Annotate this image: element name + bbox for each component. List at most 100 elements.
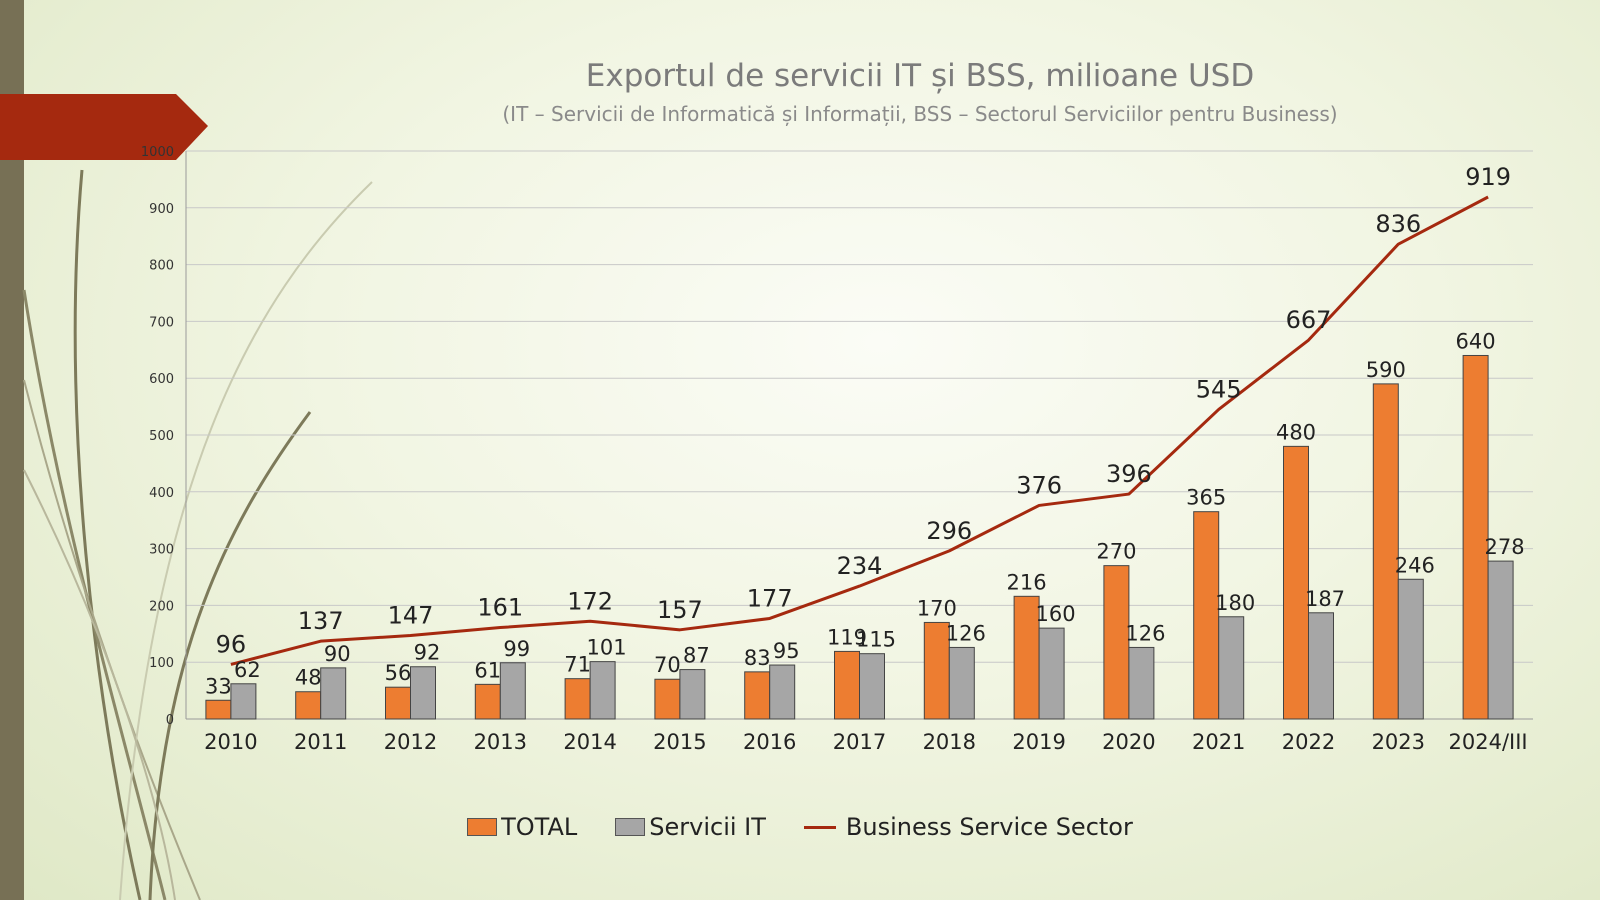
data-label-bss: 96 <box>216 630 247 658</box>
data-label-total: 270 <box>1096 540 1136 564</box>
y-tick-label: 200 <box>149 599 174 614</box>
y-tick-label: 1000 <box>141 145 174 160</box>
data-label-bss: 376 <box>1016 471 1062 499</box>
data-label-bss: 836 <box>1375 210 1421 238</box>
x-tick-label: 2023 <box>1372 730 1425 754</box>
bar-it <box>1308 612 1334 720</box>
data-label-it: 87 <box>683 644 710 668</box>
data-label-bss: 545 <box>1196 375 1242 403</box>
data-label-total: 216 <box>1007 570 1047 594</box>
data-label-it: 101 <box>587 636 627 660</box>
chart-title: Exportul de servicii IT și BSS, milioane… <box>585 58 1255 94</box>
y-tick-label: 700 <box>149 315 174 330</box>
bar-it <box>1487 560 1514 720</box>
bar-it <box>948 646 975 720</box>
bar-it <box>1218 616 1245 720</box>
legend-swatch-total <box>467 818 498 836</box>
data-label-bss: 161 <box>477 594 523 622</box>
x-tick-label: 2012 <box>384 730 437 754</box>
data-label-it: 126 <box>1125 621 1165 645</box>
data-label-bss: 172 <box>567 587 613 615</box>
decorative-curve <box>119 181 373 900</box>
data-label-bss: 177 <box>747 584 793 612</box>
data-label-total: 119 <box>827 625 867 649</box>
bar-total <box>564 678 591 720</box>
data-label-it: 246 <box>1395 553 1435 577</box>
y-tick-label: 600 <box>149 372 174 387</box>
bss-line <box>230 195 1489 666</box>
x-tick-label: 2018 <box>923 730 976 754</box>
y-tick-label: 0 <box>166 713 174 728</box>
y-axis-ticks: 0 100 200 300 400 500 600 700 800 900 1000 <box>141 145 174 728</box>
legend-item-total: TOTAL <box>467 813 577 841</box>
data-label-bss: 919 <box>1465 163 1511 191</box>
decoration <box>0 0 373 900</box>
data-label-bss: 137 <box>298 607 344 635</box>
data-label-it: 90 <box>324 642 351 666</box>
data-label-bss: 234 <box>837 552 883 580</box>
data-label-it: 278 <box>1485 535 1525 559</box>
x-tick-label: 2022 <box>1282 730 1335 754</box>
legend-swatch-it <box>615 818 646 836</box>
data-label-bss: 157 <box>657 596 703 624</box>
data-label-total: 640 <box>1456 329 1496 353</box>
chart-subtitle: (IT – Servicii de Informatică și Informa… <box>502 102 1338 126</box>
left-sidebar-bar <box>0 0 24 900</box>
data-label-it: 92 <box>414 641 441 665</box>
x-tick-label: 2024/III <box>1449 730 1528 754</box>
data-label-it: 62 <box>234 658 261 682</box>
bar-total <box>1283 445 1309 720</box>
data-label-total: 48 <box>295 666 322 690</box>
bar-total <box>474 683 501 720</box>
legend-label-bss: Business Service Sector <box>845 813 1133 841</box>
legend-item-it: Servicii IT <box>615 813 766 841</box>
bar-it <box>679 669 706 720</box>
x-tick-label: 2011 <box>294 730 347 754</box>
decorative-curve <box>73 169 142 900</box>
bar-total <box>1013 595 1040 720</box>
bar-total <box>1193 511 1220 720</box>
bar-it <box>1397 578 1424 720</box>
x-tick-label: 2015 <box>653 730 706 754</box>
data-label-bss: 147 <box>388 602 434 630</box>
y-tick-label: 300 <box>149 543 174 558</box>
data-label-total: 365 <box>1186 486 1226 510</box>
legend-item-bss: Business Service Sector <box>803 813 1133 841</box>
y-tick-label: 100 <box>149 656 174 671</box>
bar-total <box>834 650 860 720</box>
line-series <box>230 195 1489 666</box>
data-label-bss: 667 <box>1286 306 1332 334</box>
data-label-bss: 296 <box>926 517 972 545</box>
bar-total <box>385 686 411 720</box>
data-label-it: 99 <box>503 637 530 661</box>
data-label-total: 71 <box>564 653 591 677</box>
bar-it <box>1128 646 1155 720</box>
legend-label-it: Servicii IT <box>649 813 766 841</box>
bar-it <box>320 667 347 720</box>
data-label-it: 180 <box>1215 591 1255 615</box>
bar-total <box>744 671 771 720</box>
x-tick-label: 2016 <box>743 730 796 754</box>
data-label-total: 70 <box>654 653 681 677</box>
data-label-total: 170 <box>917 596 957 620</box>
bar-total <box>205 699 232 720</box>
data-label-total: 61 <box>474 658 501 682</box>
bars <box>205 354 1514 720</box>
y-tick-label: 500 <box>149 429 174 444</box>
bar-total <box>923 621 950 720</box>
bar-total <box>1372 383 1399 720</box>
x-tick-label: 2013 <box>474 730 527 754</box>
x-tick-label: 2017 <box>833 730 886 754</box>
data-label-it: 187 <box>1305 587 1345 611</box>
decorative-curve <box>23 469 176 900</box>
bar-it <box>1038 627 1065 720</box>
y-tick-label: 900 <box>149 202 174 217</box>
bar-it <box>589 661 616 720</box>
x-tick-label: 2020 <box>1102 730 1155 754</box>
x-axis-ticks: 2010 2011 2012 2013 2014 2015 2016 2017 2018 2019… <box>204 730 1527 754</box>
bar-it <box>769 664 796 720</box>
x-tick-label: 2010 <box>204 730 257 754</box>
bar-it <box>410 666 436 720</box>
